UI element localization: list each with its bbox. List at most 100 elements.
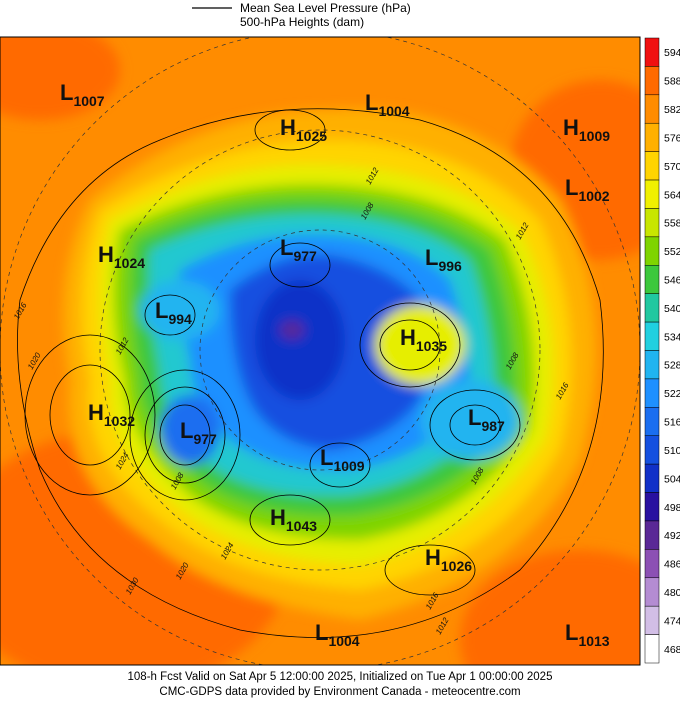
- colorbar-cell: [644, 208, 660, 238]
- footer-text: CMC-GDPS data provided by Environment Ca…: [159, 686, 520, 698]
- colorbar-tick-label: 588: [664, 76, 680, 88]
- colorbar-tick-label: 504: [664, 473, 680, 485]
- center-type: L: [468, 405, 481, 430]
- colorbar-tick-label: 540: [664, 303, 680, 315]
- center-type: H: [98, 242, 114, 267]
- colorbar-cell: [644, 520, 660, 550]
- pressure-center: L1013: [565, 620, 610, 649]
- colorbar-tick-label: 486: [664, 559, 680, 571]
- center-value: 977: [293, 248, 317, 264]
- center-value: 1024: [114, 255, 145, 271]
- colorbar-tick-label: 594: [664, 47, 680, 59]
- center-type: H: [280, 115, 296, 140]
- colorbar-cell: [644, 37, 660, 67]
- colorbar-tick-label: 474: [664, 615, 680, 627]
- pressure-center: L996: [425, 245, 462, 274]
- center-type: L: [425, 245, 438, 270]
- colorbar-tick-label: 528: [664, 360, 680, 372]
- center-type: H: [270, 505, 286, 530]
- center-value: 1002: [578, 188, 609, 204]
- pressure-center: H1009: [563, 115, 610, 144]
- colorbar-cell: [644, 94, 660, 124]
- colorbar-tick-label: 468: [664, 644, 680, 656]
- colorbar-tick-label: 564: [664, 189, 680, 201]
- pressure-center: H1035: [400, 325, 447, 354]
- center-value: 1025: [296, 128, 327, 144]
- colorbar-tick-label: 552: [664, 246, 680, 258]
- footer-text: 108-h Fcst Valid on Sat Apr 5 12:00:00 2…: [128, 671, 553, 683]
- pressure-center: L977: [280, 235, 317, 264]
- pressure-center: L977: [180, 418, 217, 447]
- colorbar-tick-label: 510: [664, 445, 680, 457]
- colorbar-cell: [644, 151, 660, 181]
- center-value: 1043: [286, 518, 317, 534]
- colorbar-tick-label: 534: [664, 331, 680, 343]
- center-value: 996: [438, 258, 462, 274]
- colorbar-cell: [644, 463, 660, 493]
- pressure-center: H1026: [425, 545, 472, 574]
- colorbar-cell: [644, 435, 660, 465]
- colorbar-cell: [644, 293, 660, 323]
- colorbar-tick-label: 582: [664, 104, 680, 116]
- center-type: L: [315, 620, 328, 645]
- colorbar-cell: [644, 236, 660, 266]
- colorbar-tick-label: 480: [664, 587, 680, 599]
- center-type: L: [320, 445, 333, 470]
- pressure-center: L1007: [60, 80, 105, 109]
- pressure-center: H1025: [280, 115, 327, 144]
- center-value: 1007: [73, 93, 104, 109]
- colorbar-tick-label: 546: [664, 274, 680, 286]
- colorbar-tick-label: 570: [664, 161, 680, 173]
- center-value: 977: [193, 431, 217, 447]
- center-type: L: [565, 175, 578, 200]
- colorbar-tick-label: 522: [664, 388, 680, 400]
- center-type: L: [365, 90, 378, 115]
- colorbar-tick-label: 558: [664, 218, 680, 230]
- center-type: H: [88, 400, 104, 425]
- pressure-center: H1043: [270, 505, 317, 534]
- pressure-center: L987: [468, 405, 505, 434]
- center-value: 987: [481, 418, 505, 434]
- center-value: 1032: [104, 413, 135, 429]
- center-value: 1013: [578, 633, 609, 649]
- center-value: 1035: [416, 338, 447, 354]
- pressure-center: L1004: [315, 620, 360, 649]
- center-value: 994: [168, 311, 192, 327]
- colorbar-cell: [644, 492, 660, 522]
- center-type: H: [400, 325, 416, 350]
- center-value: 1009: [579, 128, 610, 144]
- legend-text: Mean Sea Level Pressure (hPa): [240, 1, 411, 15]
- colorbar-tick-label: 498: [664, 502, 680, 514]
- center-type: L: [280, 235, 293, 260]
- colorbar-cell: [644, 407, 660, 436]
- colorbar-cell: [644, 378, 660, 408]
- center-type: L: [155, 298, 168, 323]
- pressure-center: H1024: [98, 242, 145, 271]
- colorbar-tick-label: 576: [664, 132, 680, 144]
- map-field: [0, 37, 640, 665]
- pressure-center: L994: [155, 298, 192, 327]
- center-type: H: [563, 115, 579, 140]
- colorbar-cell: [644, 549, 660, 579]
- center-value: 1004: [328, 633, 359, 649]
- pressure-center: L1009: [320, 445, 365, 474]
- colorbar-cell: [644, 265, 660, 294]
- colorbar: 594 588 582 576 570 564 558 552 546 540 534 528 522 5…: [644, 37, 680, 664]
- center-type: L: [60, 80, 73, 105]
- center-type: L: [180, 418, 193, 443]
- colorbar-cell: [644, 577, 660, 607]
- center-type: L: [565, 620, 578, 645]
- center-value: 1026: [441, 558, 472, 574]
- pressure-center: L1004: [365, 90, 410, 119]
- center-type: H: [425, 545, 441, 570]
- pressure-center: L1002: [565, 175, 610, 204]
- colorbar-cell: [644, 605, 660, 635]
- colorbar-tick-label: 492: [664, 530, 680, 542]
- center-value: 1004: [378, 103, 409, 119]
- colorbar-cell: [644, 179, 660, 209]
- map-frame: [0, 36, 641, 666]
- colorbar-tick-label: 516: [664, 417, 680, 429]
- colorbar-cell: [644, 321, 660, 351]
- legend-text: 500-hPa Heights (dam): [240, 15, 364, 29]
